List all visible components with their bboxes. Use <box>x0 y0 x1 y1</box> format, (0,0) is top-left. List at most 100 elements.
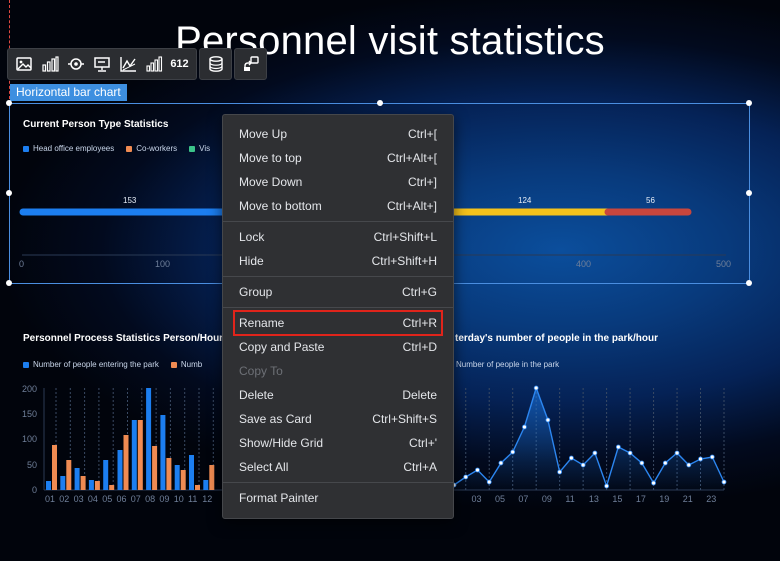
menu-item-move-up[interactable]: Move Up Ctrl+[ <box>223 122 453 146</box>
x-tick: 12 <box>202 494 213 504</box>
menu-shortcut: Ctrl+R <box>402 316 437 330</box>
menu-separator <box>223 221 453 222</box>
legend-item-entering[interactable]: Number of people entering the park <box>23 360 159 369</box>
monitor-icon[interactable] <box>90 53 113 76</box>
legend-label: Number of people in the park <box>456 360 560 369</box>
data-point <box>604 483 610 489</box>
series-line <box>453 385 725 489</box>
x-tick: 11 <box>565 494 575 504</box>
menu-shortcut: Ctrl+Shift+H <box>371 254 437 268</box>
top-chart-legend: Head office employees Co-workers Vis <box>23 144 210 153</box>
x-tick: 09 <box>541 494 552 504</box>
menu-item-rename[interactable]: Rename Ctrl+R <box>233 310 443 336</box>
x-tick: 07 <box>130 494 141 504</box>
menu-shortcut: Ctrl+' <box>409 436 437 450</box>
menu-item-show-hide-grid[interactable]: Show/Hide Grid Ctrl+' <box>223 431 453 455</box>
data-point <box>674 450 680 456</box>
bar-entering <box>174 465 180 490</box>
x-tick: 10 <box>173 494 184 504</box>
x-tick: 08 <box>145 494 156 504</box>
x-tick: 15 <box>612 494 623 504</box>
image-icon[interactable] <box>12 53 35 76</box>
bar-other <box>166 458 172 490</box>
resize-handle-bottom-right[interactable] <box>746 280 752 286</box>
target-icon[interactable] <box>64 53 87 76</box>
data-point <box>557 469 563 475</box>
resize-handle-right[interactable] <box>746 190 752 196</box>
menu-item-move-down[interactable]: Move Down Ctrl+] <box>223 170 453 194</box>
bar-other <box>109 485 115 490</box>
legend-item-co-workers[interactable]: Co-workers <box>126 144 177 153</box>
bar-other <box>137 420 143 490</box>
bar-entering <box>74 468 80 490</box>
y-tick: 200 <box>22 384 38 394</box>
column-chart-icon[interactable] <box>142 53 165 76</box>
data-point <box>639 460 645 466</box>
bar-entering <box>203 480 209 490</box>
x-tick: 04 <box>87 494 98 504</box>
y-tick: 50 <box>27 460 38 470</box>
bar-entering <box>189 455 194 490</box>
menu-item-copy-and-paste[interactable]: Copy and Paste Ctrl+D <box>223 335 453 359</box>
data-point <box>510 449 516 455</box>
legend-label: Vis <box>199 144 211 153</box>
menu-item-group[interactable]: Group Ctrl+G <box>223 280 453 304</box>
menu-label: Select All <box>239 460 289 474</box>
menu-separator <box>223 482 453 483</box>
menu-label: Copy To <box>239 364 283 378</box>
menu-shortcut: Ctrl+D <box>402 340 437 354</box>
menu-label: Lock <box>239 230 265 244</box>
resize-handle-left[interactable] <box>6 190 12 196</box>
bar-entering <box>146 388 152 490</box>
resize-handle-bottom-left[interactable] <box>6 280 12 286</box>
line-chart-icon[interactable] <box>116 53 139 76</box>
x-tick: 100 <box>155 259 171 269</box>
menu-item-lock[interactable]: Lock Ctrl+Shift+L <box>223 225 453 249</box>
x-tick: 03 <box>471 494 482 504</box>
bar-other <box>195 485 200 490</box>
menu-item-select-all[interactable]: Select All Ctrl+A <box>223 455 453 479</box>
bar-value-label: 56 <box>646 196 655 205</box>
x-tick: 02 <box>59 494 70 504</box>
x-tick: 05 <box>494 494 505 504</box>
data-toolbar <box>199 48 232 80</box>
y-tick: 150 <box>22 409 38 419</box>
menu-item-delete[interactable]: Delete Delete <box>223 383 453 407</box>
legend-item-head-office[interactable]: Head office employees <box>23 144 114 153</box>
bar-entering <box>103 460 109 490</box>
menu-item-move-to-bottom[interactable]: Move to bottom Ctrl+Alt+] <box>223 194 453 218</box>
menu-label: Rename <box>239 316 285 330</box>
menu-shortcut: Ctrl+Shift+S <box>372 412 437 426</box>
menu-item-format-painter[interactable]: Format Painter <box>223 486 453 510</box>
interaction-icon[interactable] <box>239 53 262 76</box>
menu-item-save-as-card[interactable]: Save as Card Ctrl+Shift+S <box>223 407 453 431</box>
interaction-toolbar <box>234 48 267 80</box>
data-point <box>486 479 492 485</box>
resize-handle-top[interactable] <box>377 100 383 106</box>
top-chart-title: Current Person Type Statistics <box>23 119 169 130</box>
menu-label: Move Up <box>239 127 288 141</box>
menu-item-move-to-top[interactable]: Move to top Ctrl+Alt+[ <box>223 146 453 170</box>
x-tick: 23 <box>706 494 717 504</box>
legend-item-other[interactable]: Numb <box>170 360 202 369</box>
x-tick: 500 <box>716 259 732 269</box>
x-tick: 01 <box>45 494 56 504</box>
menu-label: Hide <box>239 254 264 268</box>
bar-entering <box>60 476 66 490</box>
x-tick: 03 <box>73 494 84 504</box>
legend-item-visitors[interactable]: Vis <box>189 144 210 153</box>
bar-chart-icon[interactable] <box>38 53 61 76</box>
database-icon[interactable] <box>204 53 227 76</box>
data-point <box>721 479 727 485</box>
menu-item-hide[interactable]: Hide Ctrl+Shift+H <box>223 249 453 273</box>
resize-handle-top-left[interactable] <box>6 100 12 106</box>
resize-handle-top-right[interactable] <box>746 100 752 106</box>
context-menu: Move Up Ctrl+[ Move to top Ctrl+Alt+[ Move… <box>222 114 454 519</box>
x-tick: 21 <box>682 494 693 504</box>
bar-other <box>152 446 158 490</box>
data-point <box>463 474 469 480</box>
menu-label: Copy and Paste <box>239 340 325 354</box>
left-chart-legend: Number of people entering the park Numb <box>23 360 202 369</box>
number-icon[interactable]: 612 <box>168 53 191 76</box>
